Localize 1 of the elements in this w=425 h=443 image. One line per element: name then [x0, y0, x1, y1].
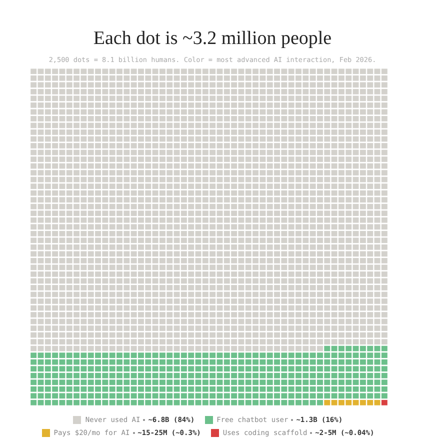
text: Each dot is ~3.2 million people	[92, 27, 333, 50]
